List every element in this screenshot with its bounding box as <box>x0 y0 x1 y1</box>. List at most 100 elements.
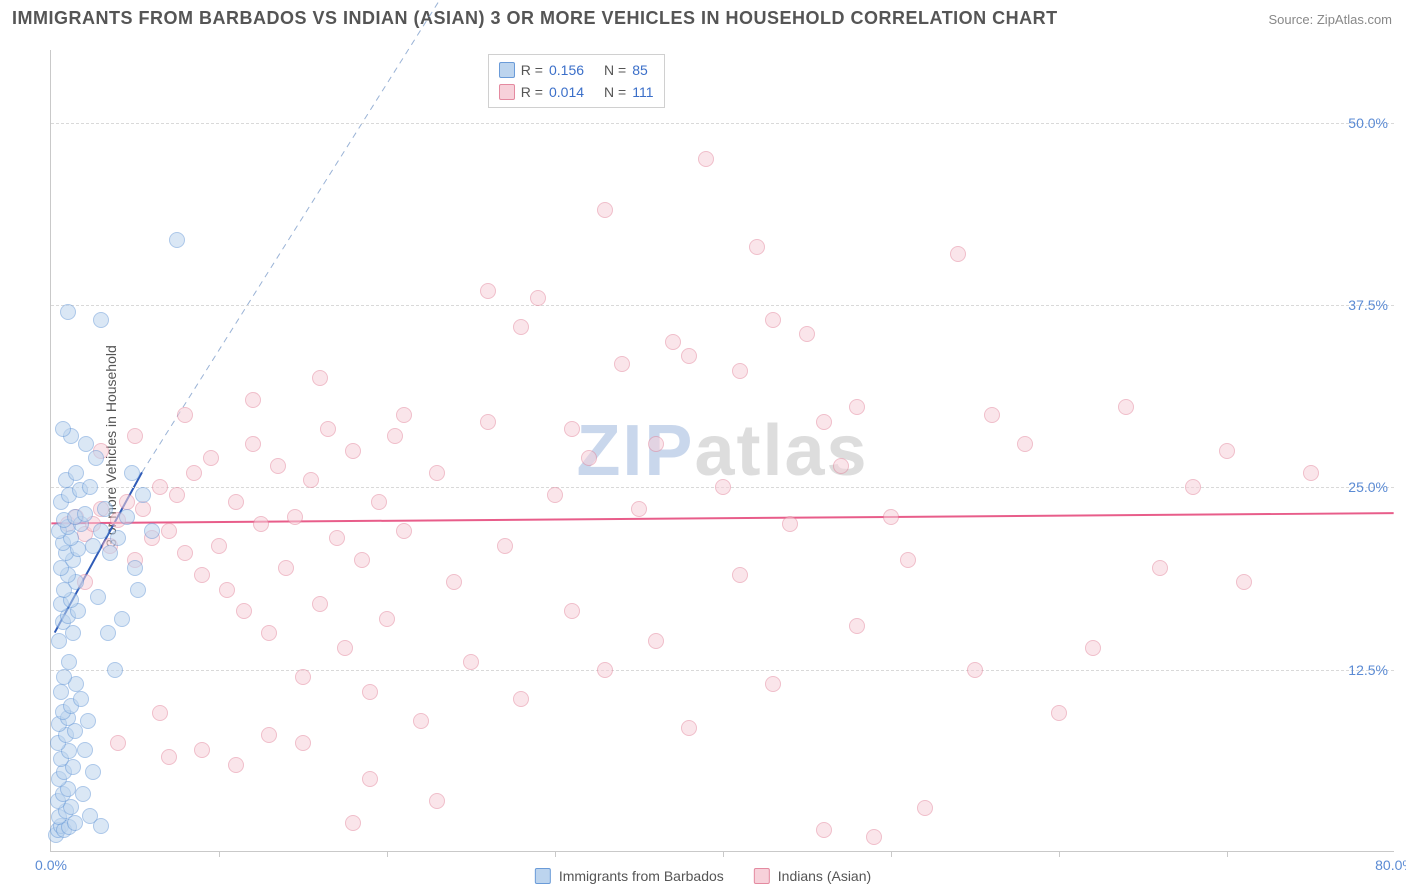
scatter-point <box>732 567 748 583</box>
scatter-point <box>68 465 84 481</box>
scatter-point <box>312 596 328 612</box>
legend-swatch <box>535 868 551 884</box>
scatter-point <box>93 312 109 328</box>
scatter-point <box>631 501 647 517</box>
scatter-point <box>93 818 109 834</box>
scatter-point <box>480 414 496 430</box>
r-label: R = <box>521 62 543 78</box>
y-tick-label: 25.0% <box>1348 479 1388 495</box>
scatter-point <box>396 523 412 539</box>
scatter-point <box>100 625 116 641</box>
scatter-point <box>1085 640 1101 656</box>
legend-swatch <box>754 868 770 884</box>
scatter-point <box>152 705 168 721</box>
scatter-point <box>833 458 849 474</box>
scatter-point <box>1118 399 1134 415</box>
scatter-point <box>177 407 193 423</box>
x-minor-tick <box>555 851 556 857</box>
scatter-point <box>53 684 69 700</box>
n-value: 85 <box>632 62 648 78</box>
scatter-point <box>497 538 513 554</box>
legend-swatch <box>499 84 515 100</box>
scatter-point <box>61 654 77 670</box>
scatter-point <box>270 458 286 474</box>
legend-label: Immigrants from Barbados <box>559 868 724 884</box>
scatter-point <box>194 567 210 583</box>
scatter-point <box>371 494 387 510</box>
scatter-point <box>1303 465 1319 481</box>
scatter-point <box>429 793 445 809</box>
scatter-point <box>337 640 353 656</box>
scatter-point <box>135 501 151 517</box>
scatter-point <box>480 283 496 299</box>
scatter-point <box>295 735 311 751</box>
r-value: 0.014 <box>549 84 584 100</box>
scatter-point <box>88 450 104 466</box>
legend-bottom: Immigrants from Barbados Indians (Asian) <box>535 868 871 884</box>
scatter-point <box>345 815 361 831</box>
scatter-point <box>107 662 123 678</box>
gridline-horizontal <box>51 123 1394 124</box>
x-minor-tick <box>1059 851 1060 857</box>
scatter-point <box>354 552 370 568</box>
gridline-horizontal <box>51 670 1394 671</box>
scatter-point <box>362 684 378 700</box>
scatter-point <box>114 611 130 627</box>
scatter-point <box>93 523 109 539</box>
scatter-point <box>564 603 580 619</box>
scatter-point <box>379 611 395 627</box>
legend-stats-box: R =0.156N =85R =0.014N =111 <box>488 54 665 108</box>
scatter-point <box>849 618 865 634</box>
scatter-point <box>849 399 865 415</box>
source-label: Source: ZipAtlas.com <box>1268 12 1392 27</box>
plot-area: ZIPatlas R =0.156N =85R =0.014N =111 12.… <box>50 50 1394 852</box>
scatter-point <box>127 428 143 444</box>
legend-item: Immigrants from Barbados <box>535 868 724 884</box>
n-value: 111 <box>632 84 653 100</box>
scatter-point <box>1017 436 1033 452</box>
scatter-point <box>429 465 445 481</box>
scatter-point <box>245 436 261 452</box>
scatter-point <box>665 334 681 350</box>
x-minor-tick <box>891 851 892 857</box>
scatter-point <box>765 312 781 328</box>
scatter-point <box>161 749 177 765</box>
scatter-point <box>177 545 193 561</box>
scatter-point <box>387 428 403 444</box>
scatter-point <box>85 538 101 554</box>
scatter-point <box>127 560 143 576</box>
scatter-point <box>765 676 781 692</box>
scatter-point <box>245 392 261 408</box>
scatter-point <box>144 523 160 539</box>
scatter-point <box>513 319 529 335</box>
scatter-point <box>883 509 899 525</box>
scatter-point <box>80 713 96 729</box>
scatter-point <box>85 764 101 780</box>
scatter-point <box>97 501 113 517</box>
watermark-part1: ZIP <box>576 411 694 491</box>
n-label: N = <box>604 62 626 78</box>
watermark-part2: atlas <box>694 411 868 491</box>
scatter-point <box>295 669 311 685</box>
scatter-point <box>228 757 244 773</box>
legend-item: Indians (Asian) <box>754 868 871 884</box>
scatter-point <box>278 560 294 576</box>
scatter-point <box>581 450 597 466</box>
scatter-point <box>1219 443 1235 459</box>
scatter-point <box>681 720 697 736</box>
gridline-horizontal <box>51 305 1394 306</box>
y-tick-label: 50.0% <box>1348 115 1388 131</box>
scatter-point <box>614 356 630 372</box>
scatter-point <box>698 151 714 167</box>
scatter-point <box>211 538 227 554</box>
scatter-point <box>203 450 219 466</box>
scatter-point <box>77 506 93 522</box>
scatter-point <box>219 582 235 598</box>
scatter-point <box>782 516 798 532</box>
n-label: N = <box>604 84 626 100</box>
scatter-point <box>396 407 412 423</box>
scatter-point <box>749 239 765 255</box>
scatter-point <box>681 348 697 364</box>
legend-swatch <box>499 62 515 78</box>
scatter-point <box>816 414 832 430</box>
